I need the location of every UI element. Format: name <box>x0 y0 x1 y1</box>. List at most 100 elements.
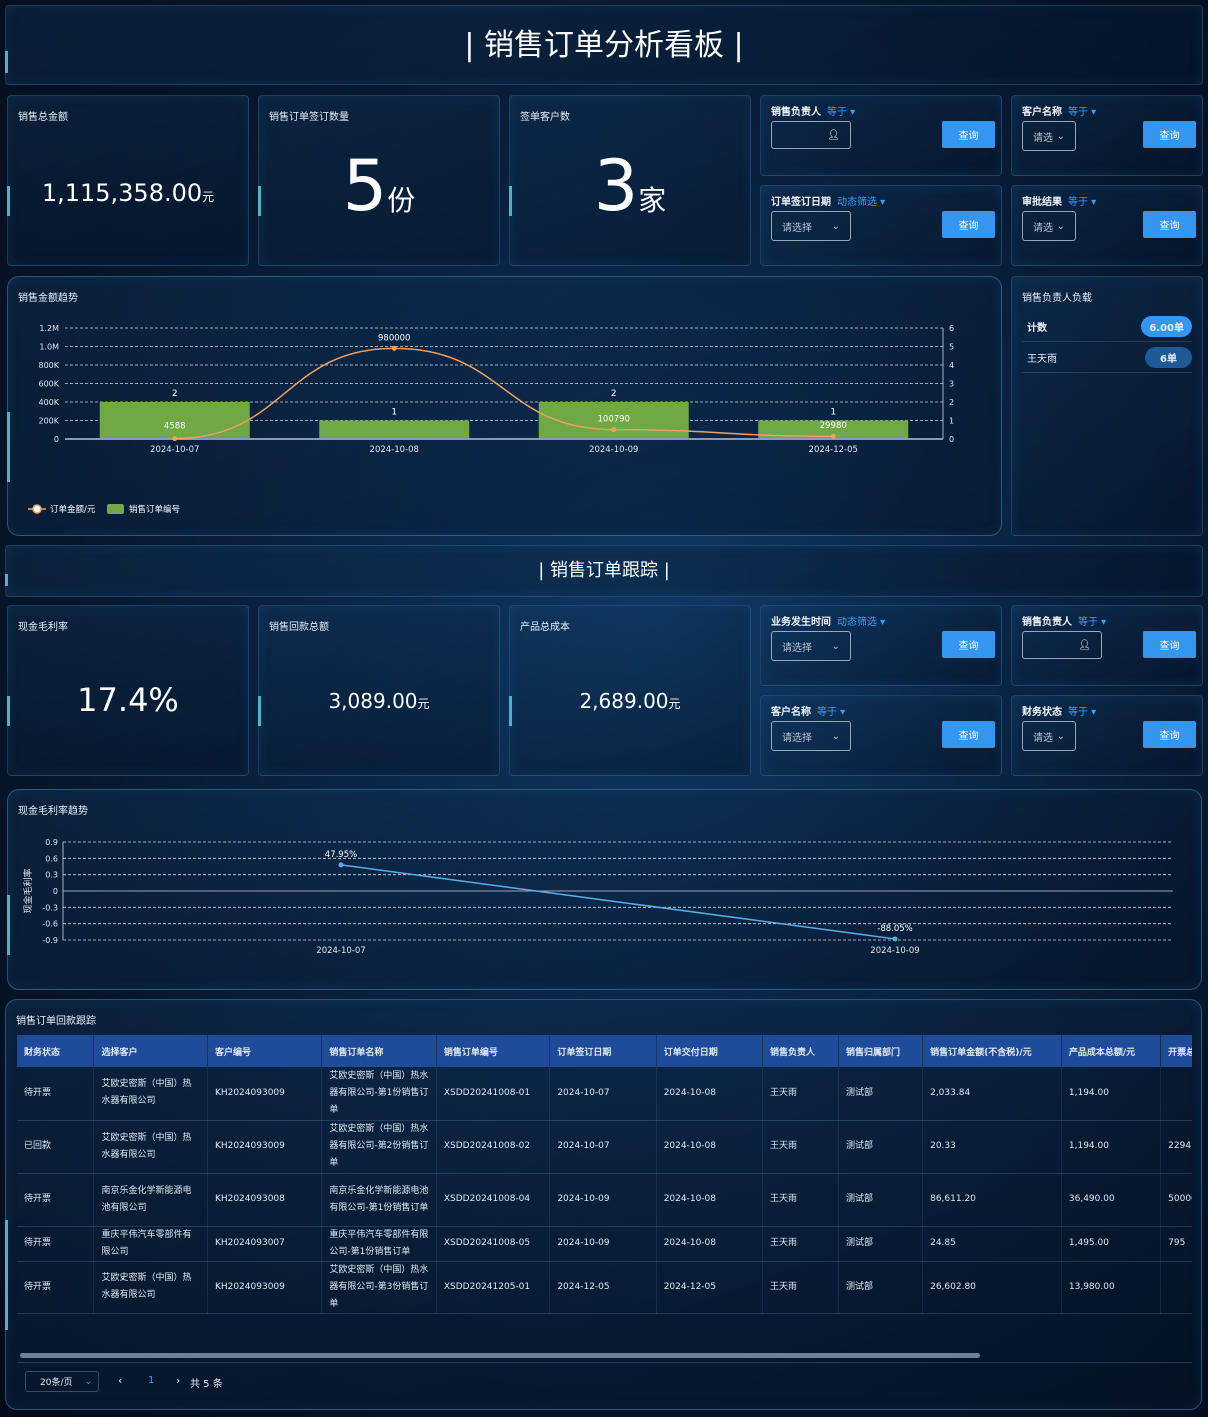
query-button[interactable]: 查询 <box>942 211 995 238</box>
table-cell: KH2024093009 <box>207 1120 323 1174</box>
query-button[interactable]: 查询 <box>942 121 995 148</box>
table-scroll-area[interactable]: 财务状态 选择客户 客户编号 销售订单名称 销售订单编号 订单签订日期 订单交付日期 销售负责… <box>17 1035 1192 1314</box>
column-header[interactable]: 销售订单编号 <box>436 1035 551 1067</box>
query-button[interactable]: 查询 <box>1143 631 1196 658</box>
bar-label: 2 <box>172 389 178 399</box>
column-header[interactable]: 订单签订日期 <box>549 1035 657 1067</box>
kpi-value: 1,115,358.00元 <box>8 181 248 205</box>
table-cell: 2024-12-05 <box>656 1261 764 1314</box>
filter-input[interactable]: 👤︎ <box>771 121 851 149</box>
bar-label: 2 <box>611 389 617 399</box>
load-row: 计数 6.00单 <box>1022 312 1192 342</box>
kpi-number: 2,689.00 <box>579 689 669 713</box>
select-value: 请选 <box>1033 732 1053 744</box>
filter-operator-dropdown[interactable]: 等于 <box>1068 107 1096 118</box>
column-header[interactable]: 销售订单金额(不含税)/元 <box>922 1035 1062 1067</box>
margin-trend-chart: 0.9 0.6 0.3 0 -0.3 -0.6 -0.9 现金毛利率 47.95% 2024-10… <box>22 838 1173 956</box>
table-cell: 王天雨 <box>762 1173 840 1227</box>
table-cell: 20.33 <box>922 1120 1062 1174</box>
filter-label: 销售负责人 <box>771 107 821 118</box>
chart-title: 现金毛利率趋势 <box>18 806 88 817</box>
kpi-card: 现金毛利率 17.4% <box>7 605 249 776</box>
y-tick-right: 1 <box>949 417 954 426</box>
filter-operator-dropdown[interactable]: 动态筛选 <box>837 197 885 208</box>
bar-label: 1 <box>391 408 397 418</box>
table-row[interactable]: 待开票 南京乐金化学新能源电池有限公司 KH2024093008 南京乐金化学新能源电… <box>17 1173 1192 1227</box>
kpi-title: 销售订单签订数量 <box>269 112 349 123</box>
bar <box>758 420 909 439</box>
filter-operator-dropdown[interactable]: 动态筛选 <box>837 617 885 628</box>
table-row[interactable]: 待开票 艾欧史密斯（中国）热水器有限公司 KH2024093009 艾欧史密斯（中国）… <box>17 1067 1192 1121</box>
column-header[interactable]: 客户编号 <box>207 1035 323 1067</box>
query-button[interactable]: 查询 <box>942 721 995 748</box>
table-cell: 王天雨 <box>762 1226 840 1262</box>
chevron-down-icon: ⌄ <box>1056 220 1065 232</box>
select-value: 请选 <box>1033 132 1053 144</box>
table-row[interactable]: 待开票 艾欧史密斯（中国）热水器有限公司 KH2024093009 艾欧史密斯（中国）… <box>17 1261 1192 1314</box>
line-series <box>340 864 896 940</box>
filter-operator-dropdown[interactable]: 等于 <box>1068 707 1096 718</box>
line-point <box>172 436 178 442</box>
column-header[interactable]: 销售负责人 <box>762 1035 840 1067</box>
table-cell: 2024-10-08 <box>656 1173 764 1227</box>
filter-operator-dropdown[interactable]: 等于 <box>1078 617 1106 628</box>
y-tick-left: 600K <box>38 380 59 389</box>
table-cell: 艾欧史密斯（中国）热水器有限公司 <box>93 1261 208 1314</box>
table-title: 销售订单回款跟踪 <box>16 1016 96 1027</box>
filter-input[interactable]: 请选 ⌄ <box>1022 721 1076 751</box>
chevron-down-icon: ⌄ <box>1056 730 1065 742</box>
table-cell: 2024-10-09 <box>549 1226 657 1262</box>
column-header[interactable]: 产品成本总额/元 <box>1061 1035 1162 1067</box>
filter-input[interactable]: 请选 ⌄ <box>1022 121 1076 151</box>
query-button[interactable]: 查询 <box>942 631 995 658</box>
column-header[interactable]: 销售订单名称 <box>321 1035 437 1067</box>
filter-input[interactable]: 请选 ⌄ <box>1022 211 1076 241</box>
y-tick-left: 0 <box>54 435 59 444</box>
legend-label: 销售订单编号 <box>129 504 180 515</box>
table-cell: 待开票 <box>17 1226 95 1262</box>
column-header[interactable]: 销售归属部门 <box>838 1035 924 1067</box>
kpi-card: 销售回款总额 3,089.00元 <box>258 605 500 776</box>
prev-page-button[interactable]: ‹ <box>118 1374 123 1387</box>
filter-input[interactable]: 请选择 ⌄ <box>771 211 851 241</box>
filter-input[interactable]: 👤︎ <box>1022 631 1102 659</box>
point-label: 47.95% <box>325 850 357 860</box>
filter-operator-dropdown[interactable]: 等于 <box>827 107 855 118</box>
table-row[interactable]: 待开票 重庆平伟汽车零部件有限公司 KH2024093007 重庆平伟汽车零部件有限公… <box>17 1226 1192 1262</box>
column-header[interactable]: 开票总金 <box>1160 1035 1192 1067</box>
column-header[interactable]: 订单交付日期 <box>656 1035 764 1067</box>
filter-operator-dropdown[interactable]: 等于 <box>1068 197 1096 208</box>
filter-input[interactable]: 请选择 ⌄ <box>771 631 851 661</box>
table-cell: XSDD20241205-01 <box>436 1261 551 1314</box>
table-cell: 待开票 <box>17 1173 95 1227</box>
next-page-button[interactable]: › <box>176 1374 181 1387</box>
kpi-value: 5份 <box>259 151 499 221</box>
legend-label: 订单金额/元 <box>50 504 96 515</box>
table-cell: XSDD20241008-02 <box>436 1120 551 1174</box>
kpi-title: 产品总成本 <box>520 622 570 633</box>
column-header[interactable]: 财务状态 <box>17 1035 95 1067</box>
select-value: 请选择 <box>782 642 812 654</box>
load-badge: 6单 <box>1145 347 1192 368</box>
query-button[interactable]: 查询 <box>1143 721 1196 748</box>
table-row[interactable]: 已回款 艾欧史密斯（中国）热水器有限公司 KH2024093009 艾欧史密斯（中国）… <box>17 1120 1192 1174</box>
filter-label: 销售负责人 <box>1022 617 1072 628</box>
table-cell: 测试部 <box>838 1173 924 1227</box>
horizontal-scrollbar[interactable] <box>20 1353 980 1358</box>
column-header[interactable]: 选择客户 <box>93 1035 208 1067</box>
line-label: 29980 <box>820 421 847 431</box>
load-row: 王天雨 6单 <box>1022 343 1192 373</box>
filter-input[interactable]: 请选择 ⌄ <box>771 721 851 751</box>
y-tick-left: 1.2M <box>39 324 59 333</box>
line-point <box>338 862 344 868</box>
table-cell: 待开票 <box>17 1261 95 1314</box>
chevron-down-icon: ⌄ <box>84 1376 92 1387</box>
filter-operator-dropdown[interactable]: 等于 <box>817 707 845 718</box>
query-button[interactable]: 查询 <box>1143 121 1196 148</box>
page-1-button[interactable]: 1 <box>148 1375 155 1386</box>
kpi-title: 销售回款总额 <box>269 622 329 633</box>
query-button[interactable]: 查询 <box>1143 211 1196 238</box>
page-size-select[interactable]: 20条/页 ⌄ <box>25 1371 99 1392</box>
table-cell: 36,490.00 <box>1061 1173 1162 1227</box>
